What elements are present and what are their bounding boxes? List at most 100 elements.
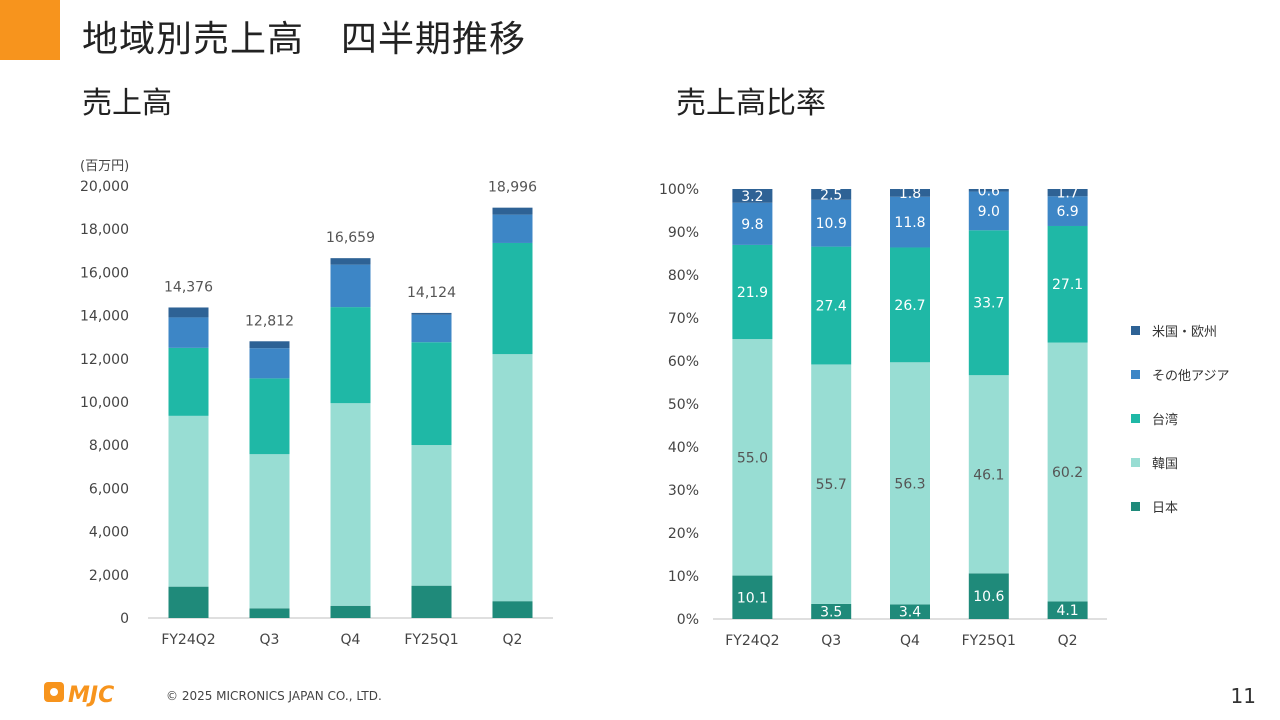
x-tick-label: Q4 xyxy=(900,633,920,649)
bar-segment xyxy=(411,314,452,343)
x-tick-label: FY24Q2 xyxy=(725,633,779,649)
bar-segment xyxy=(492,214,533,243)
bar-segment xyxy=(968,191,1009,231)
y-tick-label: 6,000 xyxy=(89,481,129,497)
data-label: 6.9 xyxy=(1056,204,1078,220)
y-tick-label: 20% xyxy=(668,526,699,542)
x-tick-label: Q3 xyxy=(260,632,280,648)
data-label: 46.1 xyxy=(973,467,1004,483)
legend-label: 台湾 xyxy=(1152,412,1178,428)
y-tick-label: 30% xyxy=(668,483,699,499)
data-label: 3.4 xyxy=(899,605,921,621)
bar-segment xyxy=(330,258,371,265)
bar-segment xyxy=(411,312,452,315)
bar-segment xyxy=(411,342,452,446)
bar-segment xyxy=(890,196,930,248)
bar-segment xyxy=(249,608,290,618)
y-tick-label: 16,000 xyxy=(80,265,129,281)
x-tick-label: Q2 xyxy=(503,632,523,648)
page-number: 11 xyxy=(1230,684,1256,708)
y-tick-label: 80% xyxy=(668,268,699,284)
bar-segment xyxy=(330,264,371,308)
data-label: 9.8 xyxy=(741,217,763,233)
data-label: 55.7 xyxy=(816,477,847,493)
bar-segment xyxy=(811,246,852,365)
bar-segment xyxy=(168,586,209,618)
y-tick-label: 0 xyxy=(120,611,129,627)
data-label: 26.7 xyxy=(894,298,925,314)
total-label: 14,376 xyxy=(164,279,213,295)
bar-segment xyxy=(330,307,371,404)
total-label: 18,996 xyxy=(488,180,537,196)
bar-segment xyxy=(330,403,371,606)
legend-label: 米国・欧州 xyxy=(1152,325,1217,340)
y-tick-label: 100% xyxy=(659,182,699,198)
accent-block xyxy=(0,0,60,60)
data-label: 56.3 xyxy=(894,476,925,492)
bar-segment xyxy=(811,364,852,604)
y-tick-label: 10,000 xyxy=(80,395,129,411)
bar-segment xyxy=(249,378,290,455)
data-label: 27.1 xyxy=(1052,277,1083,293)
data-label: 1.8 xyxy=(899,186,921,202)
data-label: 60.2 xyxy=(1052,465,1083,481)
bar-segment xyxy=(1047,196,1088,226)
bar-segment xyxy=(811,199,852,247)
copyright-notice: © 2025 MICRONICS JAPAN CO., LTD. xyxy=(166,689,382,703)
data-label: 3.2 xyxy=(741,189,763,205)
data-label: 9.0 xyxy=(978,204,1000,220)
x-tick-label: Q4 xyxy=(341,632,361,648)
x-tick-label: FY24Q2 xyxy=(161,632,215,648)
chart-title-sales: 売上高 xyxy=(82,86,172,121)
bar-segment xyxy=(968,375,1009,574)
sales-stacked-bar-chart: (百万円) 0 2,000 4,000 6,000 8,000 10,000 12,000 14… xyxy=(80,159,553,648)
legend-label: 日本 xyxy=(1152,501,1178,516)
data-label: 33.7 xyxy=(973,296,1004,312)
legend-swatch xyxy=(1131,326,1140,335)
page-title: 地域別売上高 四半期推移 xyxy=(82,19,527,60)
data-label: 11.8 xyxy=(894,215,925,231)
x-tick-label: FY25Q1 xyxy=(404,632,458,648)
data-label: 10.9 xyxy=(816,216,847,232)
bar-segment xyxy=(1047,189,1088,197)
bar-segment xyxy=(492,601,533,618)
data-label: 10.1 xyxy=(737,590,768,606)
bar-segment xyxy=(411,445,452,586)
data-label: 55.0 xyxy=(737,450,768,466)
x-tick-label: Q2 xyxy=(1058,633,1078,649)
total-label: 16,659 xyxy=(326,230,375,246)
bar-segment xyxy=(968,230,1009,376)
bar-segment xyxy=(732,339,773,576)
y-tick-label: 70% xyxy=(668,311,699,327)
bar-segment xyxy=(330,605,371,618)
bar-segment xyxy=(732,202,773,245)
y-tick-label: 40% xyxy=(668,440,699,456)
bar-segment xyxy=(249,348,290,379)
bar-segment xyxy=(890,604,930,619)
bar-segment xyxy=(968,189,1009,192)
y-tick-label: 10% xyxy=(668,569,699,585)
y-tick-label: 90% xyxy=(668,225,699,241)
bar-segment xyxy=(890,362,930,605)
y-tick-label: 14,000 xyxy=(80,309,129,325)
total-label: 12,812 xyxy=(245,313,294,329)
y-tick-label: 50% xyxy=(668,397,699,413)
y-tick-label: 18,000 xyxy=(80,222,129,238)
legend-label: 韓国 xyxy=(1152,457,1178,472)
bar-segment xyxy=(492,354,533,602)
legend-swatch xyxy=(1131,502,1140,511)
data-label: 21.9 xyxy=(737,285,768,301)
data-label: 3.5 xyxy=(820,604,842,620)
bar-segment xyxy=(168,317,209,348)
y-tick-label: 60% xyxy=(668,354,699,370)
bar-segment xyxy=(732,189,773,203)
bar-segment xyxy=(732,575,773,619)
legend-swatch xyxy=(1131,370,1140,379)
unit-label: (百万円) xyxy=(80,159,129,174)
chart-title-ratio: 売上高比率 xyxy=(676,86,826,121)
ratio-stacked-bar-chart: 0% 10% 20% 30% 40% 50% 60% 70% 80% 90% 100% 10.1 55.… xyxy=(659,182,1230,649)
bar-segment xyxy=(492,207,533,215)
data-label: 27.4 xyxy=(816,299,847,315)
mjc-logo: MJC xyxy=(44,678,144,712)
bar-segment xyxy=(732,244,773,340)
